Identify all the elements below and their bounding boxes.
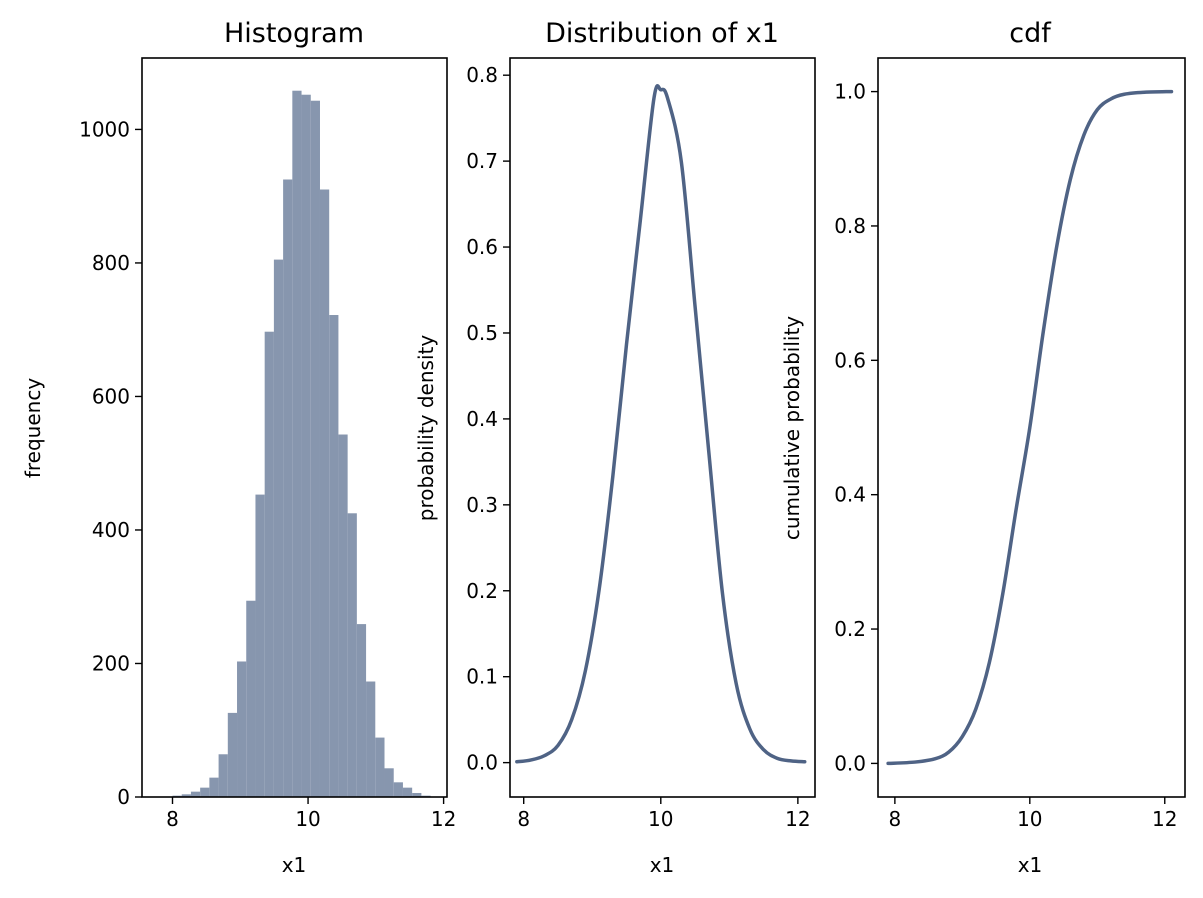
- histogram-bar: [190, 791, 201, 797]
- histogram-xtick-label: 12: [431, 807, 456, 831]
- pdf-ytick-label: 0.3: [466, 493, 498, 517]
- pdf-xtick-label: 12: [785, 807, 810, 831]
- histogram-bar: [384, 768, 394, 797]
- pdf-ytick-label: 0.2: [466, 579, 498, 603]
- histogram-bar: [402, 787, 413, 797]
- cdf-xlabel: x1: [1018, 853, 1043, 877]
- histogram-xlabel: x1: [282, 853, 307, 877]
- pdf-ylabel: probability density: [414, 335, 438, 522]
- cdf-panel: cdf 8 10 12 0.0 0.2 0.4 0.6 0.8 1.0 x1 cumulativ…: [780, 18, 1186, 877]
- cdf-ticks: 8 10 12 0.0 0.2 0.4 0.6 0.8 1.0: [834, 80, 1177, 831]
- pdf-panel: Distribution of x1 8 10 12 0.0 0.1 0.2 0.3 0.4 0…: [414, 18, 816, 877]
- pdf-ytick-label: 0.5: [466, 321, 498, 345]
- histogram-ytick-label: 600: [92, 384, 130, 408]
- pdf-xtick-label: 10: [648, 807, 673, 831]
- histogram-bar: [329, 315, 339, 797]
- histogram-bar: [338, 434, 348, 797]
- histogram-bar: [412, 792, 422, 797]
- histogram-bar: [347, 513, 357, 797]
- pdf-ytick-label: 0.8: [466, 63, 498, 87]
- histogram-bars: [172, 90, 431, 797]
- histogram-bar: [218, 754, 228, 797]
- histogram-xtick-label: 10: [295, 807, 320, 831]
- cdf-xtick-label: 10: [1017, 807, 1042, 831]
- cdf-ytick-label: 0.8: [834, 214, 866, 238]
- cdf-ytick-label: 0.6: [834, 348, 866, 372]
- histogram-bar: [255, 494, 265, 797]
- cdf-xtick-label: 8: [889, 807, 902, 831]
- pdf-ytick-label: 0.6: [466, 235, 498, 259]
- histogram-bar: [227, 712, 238, 797]
- cdf-ytick-label: 0.2: [834, 617, 866, 641]
- histogram-ytick-label: 400: [92, 518, 130, 542]
- cdf-ytick-label: 0.0: [834, 751, 866, 775]
- cdf-series-line: [886, 89, 1174, 766]
- histogram-bar: [181, 794, 191, 797]
- pdf-series-line: [515, 84, 807, 764]
- histogram-bar: [237, 661, 247, 797]
- pdf-line-group: [515, 84, 807, 764]
- pdf-ytick-label: 0.1: [466, 665, 498, 689]
- cdf-ytick-label: 1.0: [834, 80, 866, 104]
- histogram-bar: [393, 782, 403, 797]
- histogram-title: Histogram: [224, 18, 364, 49]
- histogram-bar: [283, 179, 293, 797]
- pdf-title: Distribution of x1: [545, 18, 779, 49]
- cdf-xtick-label: 12: [1152, 807, 1177, 831]
- pdf-axes-frame: [509, 57, 816, 798]
- histogram-bar: [209, 777, 219, 797]
- histogram-bar: [301, 94, 311, 797]
- histogram-ytick-label: 200: [92, 651, 130, 675]
- pdf-ytick-label: 0.4: [466, 407, 498, 431]
- pdf-ticks: 8 10 12 0.0 0.1 0.2 0.3 0.4 0.5 0.6 0.7 0.8: [466, 63, 810, 831]
- pdf-xtick-label: 8: [517, 807, 530, 831]
- histogram-ytick-label: 0: [117, 785, 130, 809]
- cdf-ytick-label: 0.4: [834, 483, 866, 507]
- histogram-ytick-label: 800: [92, 251, 130, 275]
- histogram-bar: [310, 100, 320, 797]
- histogram-bar: [246, 600, 256, 797]
- histogram-bar: [200, 787, 210, 797]
- histogram-ytick-label: 1000: [79, 117, 130, 141]
- histogram-bar: [319, 189, 330, 797]
- histogram-bar: [264, 331, 274, 797]
- histogram-bar: [273, 259, 284, 797]
- histogram-bar: [356, 624, 367, 797]
- pdf-xlabel: x1: [650, 853, 675, 877]
- cdf-axes-frame: [877, 57, 1186, 798]
- histogram-ylabel: frequency: [21, 378, 45, 478]
- histogram-xtick-label: 8: [166, 807, 179, 831]
- pdf-ytick-label: 0.0: [466, 751, 498, 775]
- cdf-title: cdf: [1009, 18, 1052, 49]
- histogram-bar: [292, 90, 302, 797]
- histogram-bar: [375, 737, 385, 797]
- histogram-ticks: 8 10 12 0 200 400 600 800 1000: [79, 117, 456, 831]
- histogram-bar: [366, 681, 376, 797]
- histogram-panel: Histogram 8 10 12 0 200 400 600 800 1000 x1 freq…: [21, 18, 456, 877]
- cdf-line-group: [886, 89, 1174, 766]
- pdf-ytick-label: 0.7: [466, 149, 498, 173]
- cdf-ylabel: cumulative probability: [780, 316, 804, 540]
- histogram-axes-frame: [141, 57, 448, 798]
